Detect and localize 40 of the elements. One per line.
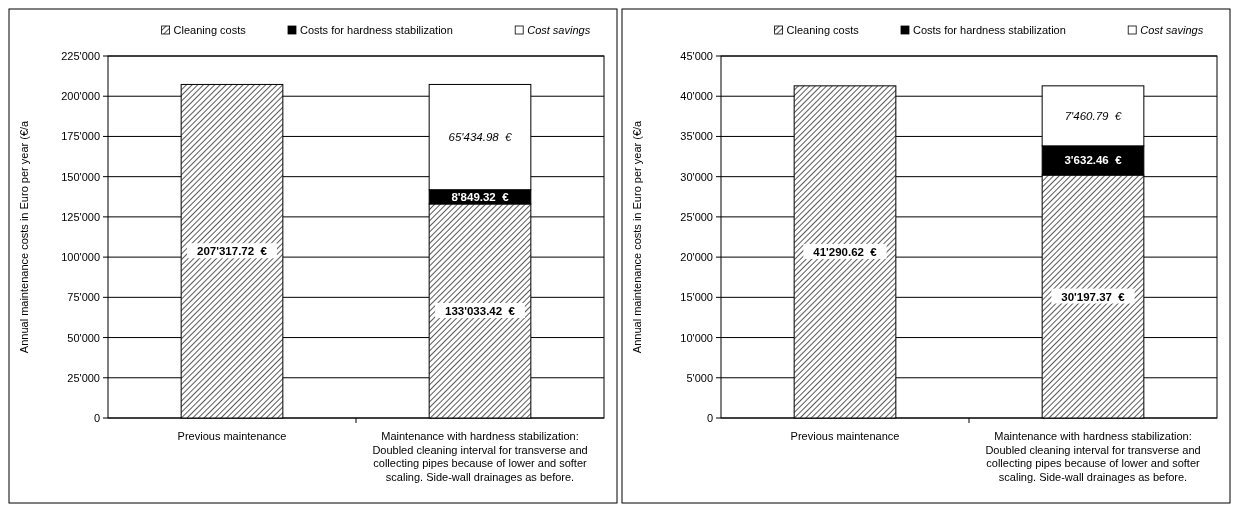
legend-label: Costs for hardness stabilization bbox=[913, 24, 1066, 36]
y-tick-label: 150'000 bbox=[61, 170, 100, 183]
y-tick-label: 175'000 bbox=[61, 130, 100, 143]
y-tick-label: 0 bbox=[93, 412, 100, 424]
legend-label: Cleaning costs bbox=[173, 24, 247, 36]
y-tick-label: 100'000 bbox=[61, 251, 100, 264]
legend-label: Costs for hardness stabilization bbox=[300, 24, 453, 36]
data-label: 41'290.62 € bbox=[813, 245, 878, 258]
y-tick-label: 40'000 bbox=[680, 90, 713, 103]
data-label: 3'632.46 € bbox=[1064, 154, 1123, 167]
y-tick-label: 35'000 bbox=[680, 130, 713, 143]
y-tick-label: 30'000 bbox=[680, 170, 713, 183]
y-tick-label: 50'000 bbox=[67, 331, 100, 344]
y-tick-label: 25'000 bbox=[67, 371, 100, 384]
x-tick-label: Previous maintenance bbox=[790, 430, 900, 442]
legend-label: Cost savings bbox=[527, 24, 591, 36]
x-tick-label: Previous maintenance bbox=[177, 430, 287, 442]
y-tick-label: 225'000 bbox=[61, 50, 100, 62]
legend-label: Cost savings bbox=[1140, 24, 1204, 36]
y-tick-label: 0 bbox=[706, 412, 713, 424]
data-label: 65'434.98 € bbox=[448, 131, 513, 144]
y-tick-label: 45'000 bbox=[680, 50, 713, 62]
data-label: 133'033.42 € bbox=[445, 304, 516, 317]
y-tick-label: 15'000 bbox=[680, 291, 713, 304]
y-tick-label: 200'000 bbox=[61, 90, 100, 103]
y-tick-label: 125'000 bbox=[61, 210, 100, 223]
y-tick-label: 20'000 bbox=[680, 251, 713, 264]
y-tick-label: 5'000 bbox=[686, 371, 713, 384]
y-tick-label: 75'000 bbox=[67, 291, 100, 304]
data-label: 7'460.79 € bbox=[1064, 109, 1122, 122]
data-label: 30'197.37 € bbox=[1061, 290, 1126, 303]
data-label: 207'317.72 € bbox=[197, 245, 268, 258]
y-tick-label: 25'000 bbox=[680, 210, 713, 223]
x-tick-label: Maintenance with hardness stabilization: Doubled cleaning interval for transverse and collecting pipes because of lower and softer scaling. Side-wall drainages as before. bbox=[372, 430, 588, 483]
data-label: 8'849.32 € bbox=[451, 190, 510, 203]
legend-label: Cleaning costs bbox=[786, 24, 860, 36]
y-tick-label: 10'000 bbox=[680, 331, 713, 344]
x-tick-label: Maintenance with hardness stabilization: Doubled cleaning interval for transverse and collecting pipes because of lower and softer scaling. Side-wall drainages as before. bbox=[985, 430, 1201, 483]
y-axis-title: Annual maintenance costs in Euro per year (€/a bbox=[18, 119, 30, 354]
y-axis-title: Annual maintenance costs in Euro per year (€/a bbox=[631, 119, 643, 354]
